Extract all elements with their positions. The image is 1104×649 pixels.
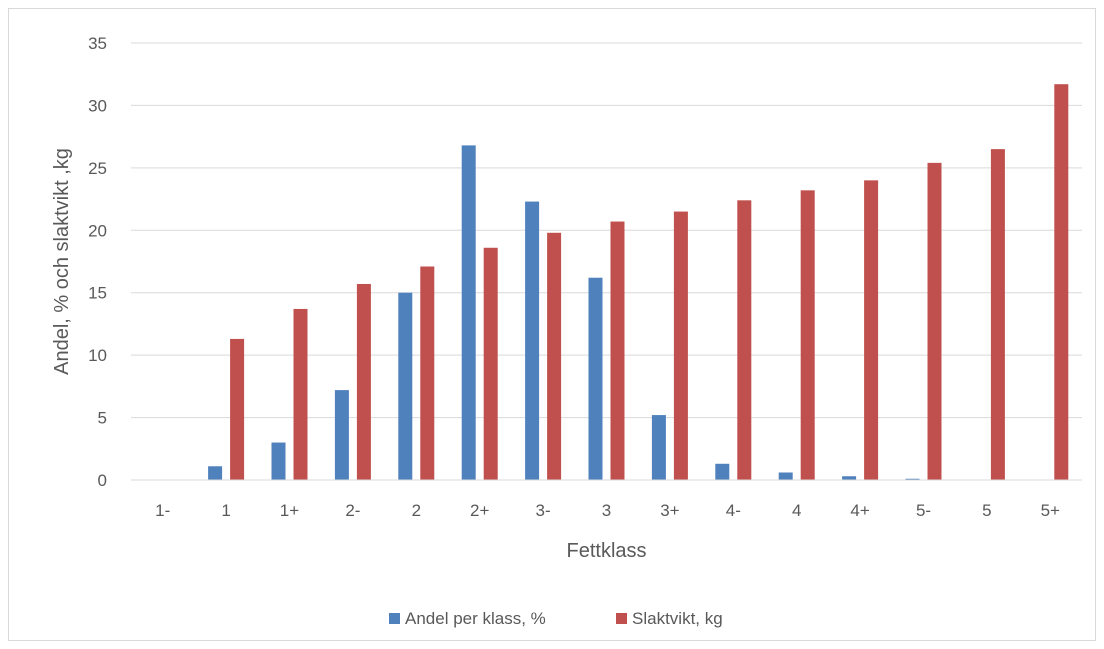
bar-andel [905, 478, 920, 480]
bar-slaktvikt [483, 247, 498, 480]
bar-andel [525, 201, 540, 480]
y-tick-label: 30 [88, 96, 107, 115]
x-axis-title: Fettklass [566, 540, 646, 562]
bar-slaktvikt [230, 338, 245, 480]
bar-slaktvikt [1054, 84, 1069, 481]
y-tick-label: 35 [88, 34, 107, 53]
legend-label: Slaktvikt, kg [632, 609, 723, 628]
x-tick-label: 2 [412, 501, 421, 520]
bar-slaktvikt [927, 162, 942, 480]
legend-swatch [616, 613, 627, 624]
legend: Andel per klass, % Slaktvikt, kg [389, 609, 723, 628]
y-tick-label: 10 [88, 346, 107, 365]
bar-andel [651, 415, 666, 480]
x-tick-label: 3- [536, 501, 551, 520]
bars [208, 84, 1069, 481]
bar-slaktvikt [800, 190, 815, 480]
y-tick-label: 25 [88, 159, 107, 178]
bar-slaktvikt [610, 221, 625, 480]
bar-slaktvikt [547, 232, 562, 480]
x-tick-label: 5 [982, 501, 991, 520]
bar-andel [588, 277, 603, 480]
x-tick-label: 1- [155, 501, 170, 520]
legend-swatch [389, 613, 400, 624]
x-tick-label: 1 [221, 501, 230, 520]
bar-andel [398, 292, 413, 480]
x-tick-label: 3 [602, 501, 611, 520]
bar-andel [208, 466, 223, 480]
y-tick-label: 15 [88, 284, 107, 303]
y-tick-label: 20 [88, 221, 107, 240]
x-tick-label: 5+ [1041, 501, 1060, 520]
y-axis-ticks: 0 5 10 15 20 25 30 35 [88, 34, 107, 490]
bar-andel [778, 472, 793, 480]
bar-slaktvikt [420, 266, 435, 480]
x-tick-label: 2- [345, 501, 360, 520]
x-tick-label: 4 [792, 501, 801, 520]
x-tick-label: 3+ [660, 501, 679, 520]
gridlines [131, 42, 1082, 419]
bar-slaktvikt [990, 149, 1005, 480]
x-tick-label: 4+ [850, 501, 869, 520]
bar-slaktvikt [864, 180, 879, 481]
bar-slaktvikt [737, 200, 752, 480]
x-tick-label: 4- [726, 501, 741, 520]
bar-slaktvikt [673, 211, 688, 481]
bar-slaktvikt [293, 308, 308, 480]
bar-andel [334, 390, 349, 480]
x-tick-label: 1+ [280, 501, 299, 520]
x-tick-label: 5- [916, 501, 931, 520]
bar-slaktvikt [356, 283, 371, 480]
x-axis-ticks: 1- 1 1+ 2- 2 2+ 3- 3 3+ 4- 4 4+ 5- 5 5+ [155, 501, 1060, 520]
bar-andel [715, 463, 730, 480]
x-tick-label: 2+ [470, 501, 489, 520]
y-tick-label: 5 [98, 409, 107, 428]
y-axis-title: Andel, % och slaktvikt ,kg [51, 148, 73, 375]
bar-andel [271, 442, 286, 480]
bar-andel [842, 476, 857, 480]
legend-label: Andel per klass, % [405, 609, 546, 628]
bar-andel [461, 145, 476, 480]
y-tick-label: 0 [98, 471, 107, 490]
